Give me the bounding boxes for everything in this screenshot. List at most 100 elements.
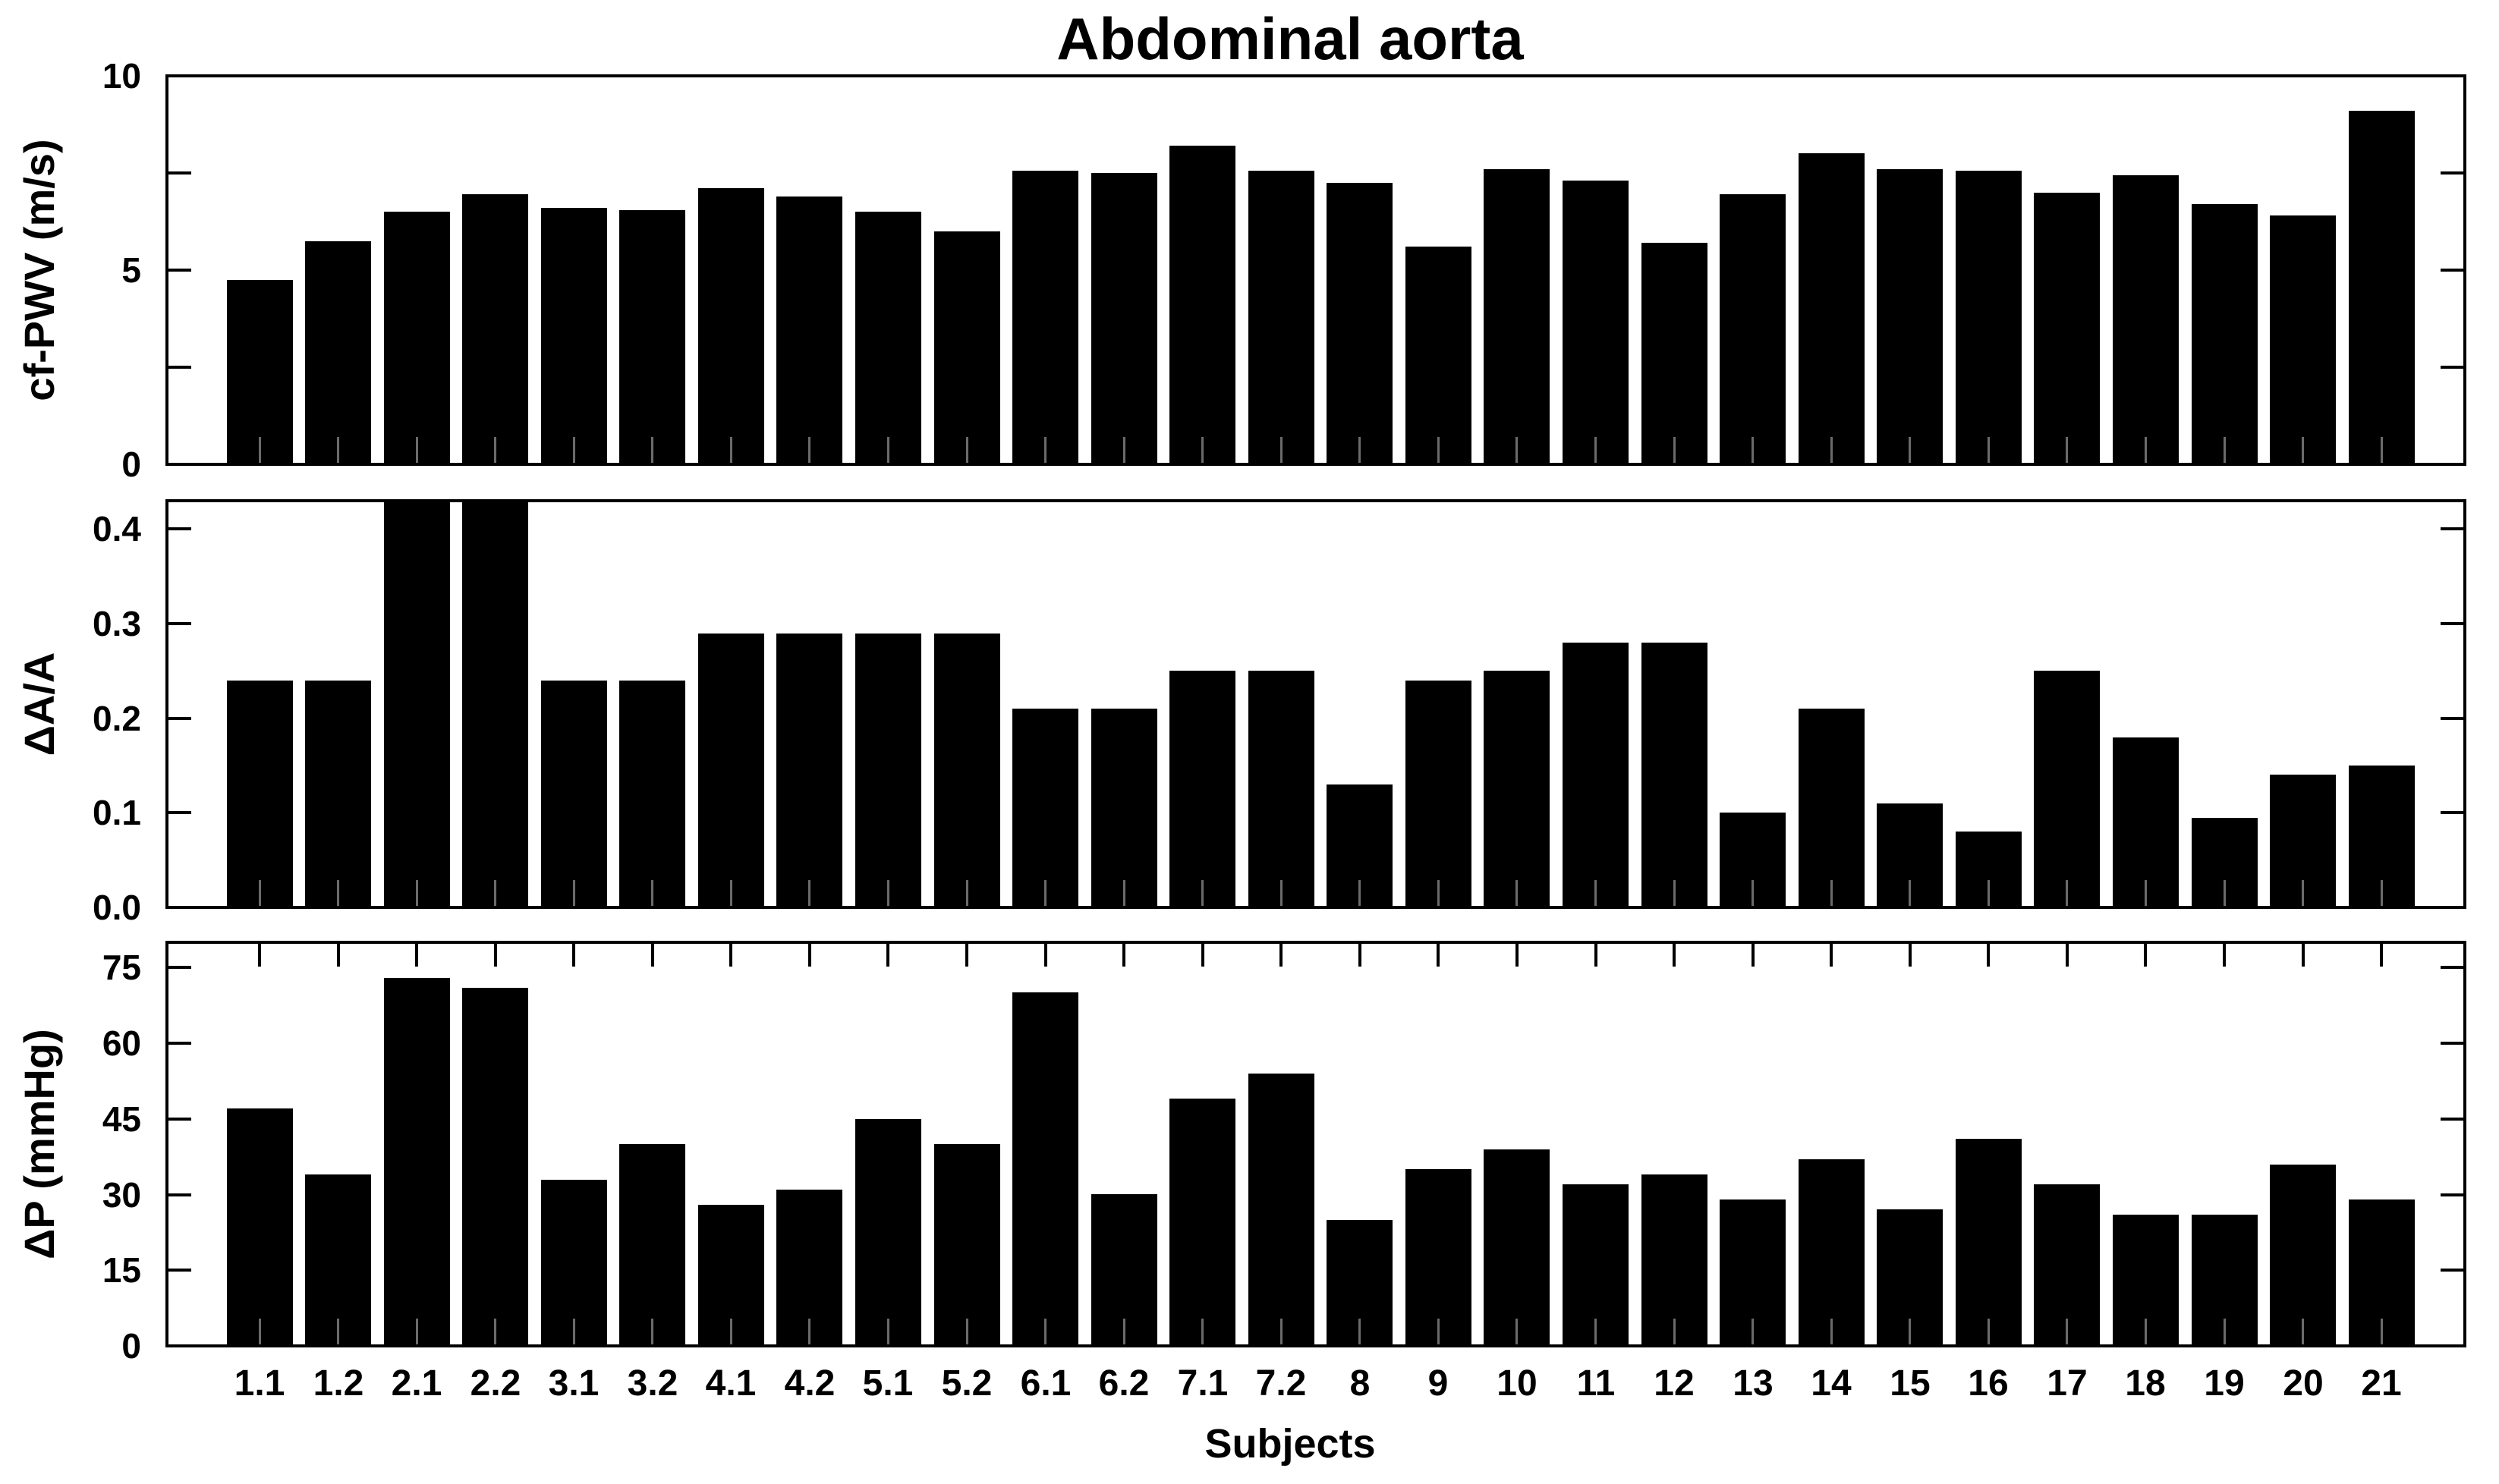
x-tick-label: 8 (1349, 1363, 1371, 1404)
x-tick-top (1515, 944, 1519, 967)
y-tick-label: 0.2 (93, 699, 141, 738)
bar (305, 681, 371, 907)
x-tick-inner (1988, 1319, 1990, 1344)
y-tick-right (2441, 1118, 2463, 1121)
x-tick-top (2302, 944, 2305, 967)
x-tick-top (572, 944, 575, 967)
y-tick-right (2441, 966, 2463, 969)
x-tick-top (2223, 944, 2226, 967)
bar (2113, 175, 2179, 464)
x-tick-label: 19 (2204, 1363, 2245, 1404)
y-tick-right (2441, 811, 2463, 814)
x-axis-label: Subjects (1204, 1421, 1376, 1467)
x-tick-inner (887, 437, 889, 463)
x-tick-inner (1358, 437, 1361, 463)
x-tick-label: 4.2 (784, 1363, 836, 1404)
axes-box (165, 941, 2466, 1347)
axes-box (165, 499, 2466, 909)
x-tick-label: 14 (1811, 1363, 1852, 1404)
x-tick-top (808, 944, 811, 967)
bar (541, 208, 607, 464)
x-tick-inner (966, 437, 968, 463)
x-tick-inner (730, 1319, 732, 1344)
bar (1799, 1159, 1865, 1346)
x-tick-inner (2066, 1319, 2068, 1344)
x-tick-top (965, 944, 968, 967)
bar (2270, 215, 2336, 464)
x-tick-inner (1830, 437, 1833, 463)
y-tick-left (168, 1118, 191, 1121)
x-tick-inner (1909, 1319, 1911, 1344)
x-tick-inner (1515, 1319, 1518, 1344)
x-tick-inner (1830, 880, 1833, 906)
bar (1248, 671, 1314, 907)
x-tick-inner (2302, 880, 2304, 906)
x-tick-inner (966, 1319, 968, 1344)
x-tick-label: 1.1 (234, 1363, 285, 1404)
x-tick-inner (1673, 1319, 1676, 1344)
bar (619, 681, 685, 907)
x-tick-top (1594, 944, 1597, 967)
bar (2113, 737, 2179, 907)
y-tick-label: 60 (102, 1023, 141, 1063)
y-tick-right (2441, 717, 2463, 720)
y-tick-left (168, 717, 191, 720)
x-tick-inner (1673, 437, 1676, 463)
bar (1641, 643, 1707, 907)
bar (1956, 1139, 2022, 1346)
x-tick-inner (494, 880, 496, 906)
x-tick-inner (337, 880, 339, 906)
x-tick-label: 21 (2361, 1363, 2402, 1404)
x-tick-inner (416, 880, 418, 906)
bar (462, 194, 528, 464)
y-tick-right (2441, 366, 2463, 369)
bar (1799, 153, 1865, 464)
bar (1405, 681, 1471, 907)
x-tick-label: 13 (1733, 1363, 1774, 1404)
bar (384, 978, 450, 1346)
x-tick-top (1044, 944, 1047, 967)
x-tick-top (2380, 944, 2383, 967)
bar (305, 241, 371, 464)
axes-box (165, 74, 2466, 466)
x-tick-top (651, 944, 654, 967)
bar (934, 231, 1000, 464)
x-tick-label: 7.1 (1177, 1363, 1229, 1404)
x-tick-top (1830, 944, 1833, 967)
x-tick-inner (966, 880, 968, 906)
bar (227, 681, 293, 907)
x-tick-inner (1752, 880, 1754, 906)
x-tick-top (1752, 944, 1755, 967)
bar (1720, 194, 1786, 464)
y-tick-label: 0.0 (93, 888, 141, 927)
bar (462, 501, 528, 907)
y-tick-label: 75 (102, 948, 141, 987)
bar (1484, 1149, 1550, 1346)
y-tick-left (168, 527, 191, 530)
bar (2349, 111, 2415, 464)
y-tick-left (168, 171, 191, 174)
bar (305, 1174, 371, 1346)
x-tick-inner (1123, 437, 1125, 463)
x-tick-top (2066, 944, 2069, 967)
x-tick-inner (1280, 880, 1283, 906)
y-tick-label: 0.4 (93, 509, 141, 549)
bar (1877, 169, 1943, 464)
y-tick-label: 45 (102, 1099, 141, 1139)
x-tick-label: 9 (1427, 1363, 1449, 1404)
x-tick-inner (1909, 880, 1911, 906)
bar (2034, 193, 2100, 464)
x-tick-inner (651, 437, 653, 463)
x-tick-top (258, 944, 261, 967)
bar (1012, 171, 1078, 464)
bar (1248, 1074, 1314, 1346)
bar (855, 634, 921, 907)
x-tick-inner (1201, 1319, 1204, 1344)
bar (2034, 671, 2100, 907)
x-tick-top (415, 944, 418, 967)
y-tick-right (2441, 1269, 2463, 1272)
y-tick-left (168, 966, 191, 969)
x-tick-top (1437, 944, 1440, 967)
x-tick-label: 3.1 (548, 1363, 600, 1404)
x-tick-label: 15 (1890, 1363, 1931, 1404)
